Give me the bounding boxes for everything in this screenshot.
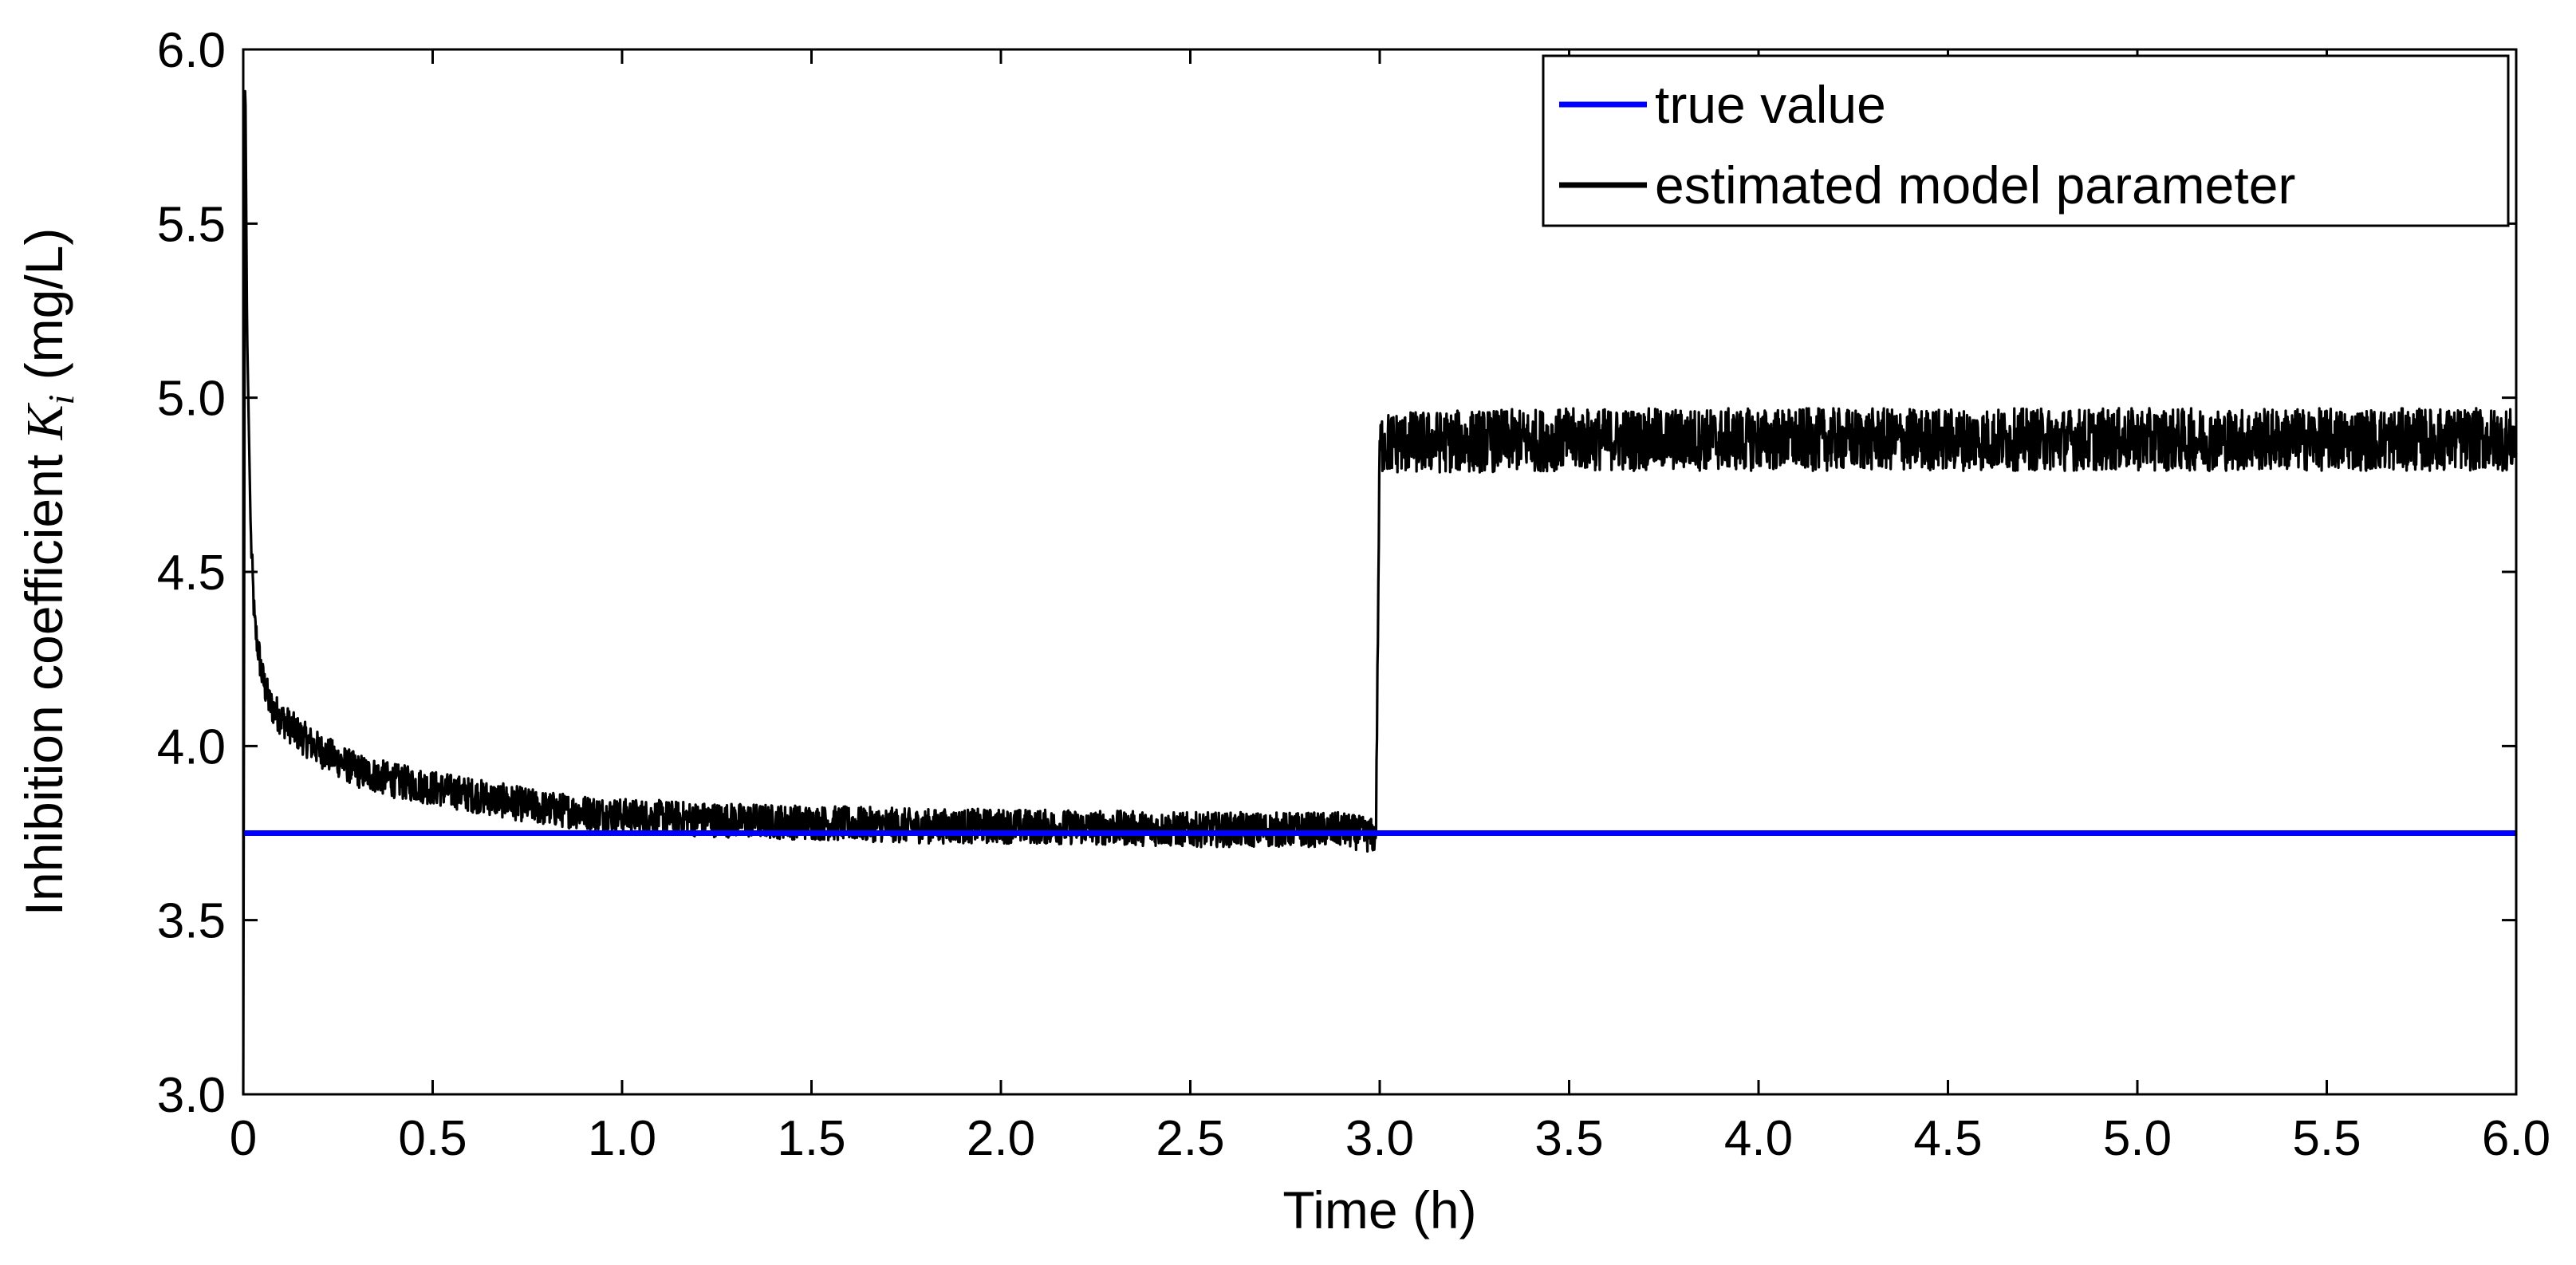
x-tick-label: 3.5 bbox=[1534, 1111, 1603, 1166]
x-tick-label: 0.5 bbox=[398, 1111, 467, 1166]
y-tick-label: 5.0 bbox=[157, 372, 226, 427]
x-tick-label: 2.0 bbox=[967, 1111, 1035, 1166]
y-tick-label: 3.5 bbox=[157, 894, 226, 949]
y-tick-label: 3.0 bbox=[157, 1068, 226, 1123]
legend-box bbox=[1542, 54, 2510, 227]
x-tick-label: 5.5 bbox=[2292, 1111, 2361, 1166]
y-axis-title-subscript: i bbox=[41, 395, 81, 405]
x-tick-label: 1.0 bbox=[588, 1111, 656, 1166]
y-axis-title: Inhibition coefficient Ki (mg/L) bbox=[14, 228, 81, 916]
x-tick-label: 1.5 bbox=[777, 1111, 845, 1166]
x-tick-label: 4.0 bbox=[1724, 1111, 1793, 1166]
y-axis-title-symbol: K bbox=[16, 403, 74, 441]
x-tick-label: 6.0 bbox=[2482, 1111, 2550, 1166]
tick-layer: 0 0.5 1.0 1.5 2.0 2.5 3.0 3.5 4.0 4.5 5.0 5.5 6.0 3.0… bbox=[157, 23, 2550, 1166]
y-tick-label: 5.5 bbox=[157, 197, 226, 252]
x-axis-title: Time (h) bbox=[1282, 1180, 1476, 1239]
legend-label-estimated: estimated model parameter bbox=[1655, 156, 2295, 215]
y-tick-label: 6.0 bbox=[157, 23, 226, 78]
x-tick-label: 0 bbox=[230, 1111, 257, 1166]
x-tick-label: 3.0 bbox=[1345, 1111, 1414, 1166]
y-axis-title-units: (mg/L) bbox=[14, 228, 73, 395]
x-tick-label: 4.5 bbox=[1913, 1111, 1982, 1166]
y-axis-title-prefix: Inhibition coefficient bbox=[14, 440, 73, 916]
legend-label-true-value: true value bbox=[1655, 75, 1886, 134]
legend: true value estimated model parameter bbox=[1542, 54, 2510, 227]
y-tick-label: 4.0 bbox=[157, 719, 226, 774]
x-tick-label: 2.5 bbox=[1156, 1111, 1224, 1166]
x-tick-label: 5.0 bbox=[2103, 1111, 2172, 1166]
series-layer bbox=[242, 89, 2518, 1095]
y-tick-label: 4.5 bbox=[157, 546, 226, 601]
series-estimated-model-parameter bbox=[242, 89, 2518, 1095]
